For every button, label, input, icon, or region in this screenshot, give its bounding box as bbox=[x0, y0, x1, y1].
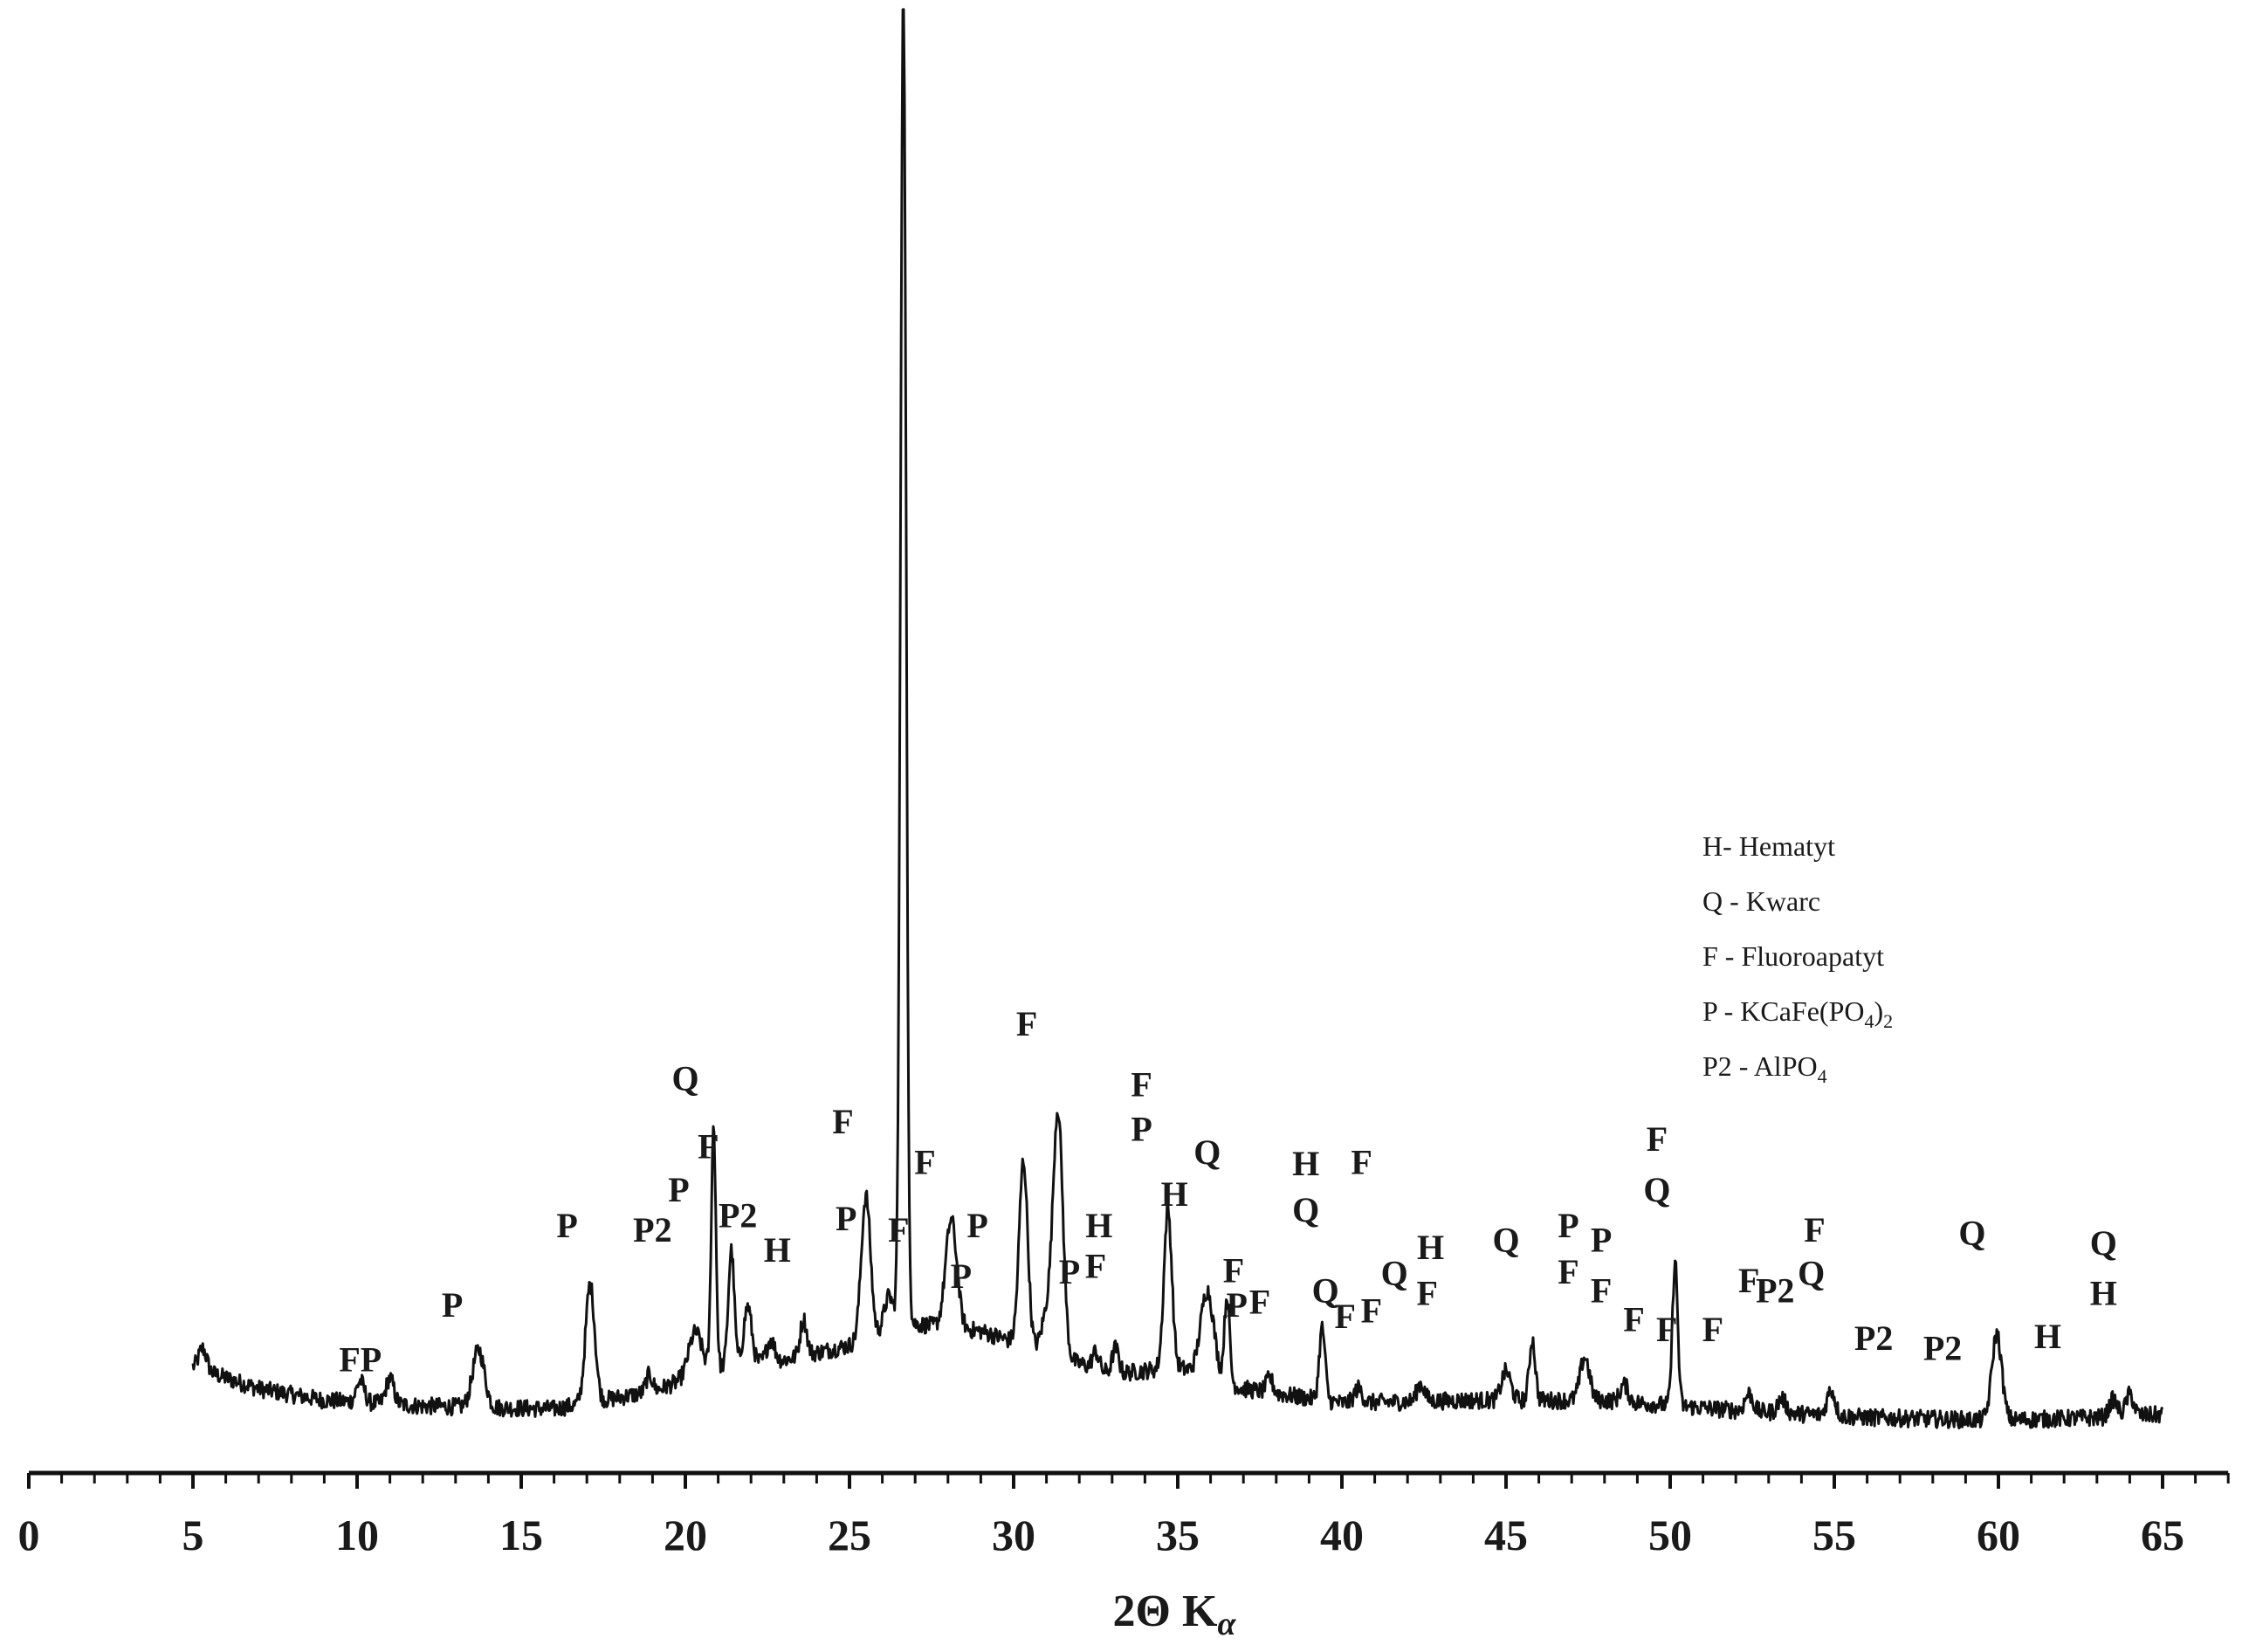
legend-entry: F - Fluoroapatyt bbox=[1702, 940, 1884, 972]
peak-label: F bbox=[832, 1102, 853, 1141]
legend: H- Hematyt Q - Kwarc F - Fluoroapatyt P - K… bbox=[1702, 830, 1893, 1087]
peak-annotations: QFPPPP2PQFP2HFPFFPPFPHFFPHQFPFHQFQFFQHFQ… bbox=[339, 1004, 2117, 1380]
peak-label: P bbox=[1558, 1206, 1578, 1245]
peak-label: Q bbox=[1193, 1132, 1221, 1172]
x-tick-label: 0 bbox=[18, 1511, 40, 1559]
peak-label: P2 bbox=[1854, 1318, 1893, 1358]
peak-label: F bbox=[1591, 1270, 1612, 1310]
peak-label: F bbox=[1656, 1310, 1677, 1349]
peak-label: F bbox=[1417, 1274, 1438, 1313]
peak-label: P2 bbox=[1923, 1328, 1962, 1367]
peak-label: F bbox=[1702, 1310, 1723, 1349]
peak-label: H bbox=[1161, 1174, 1188, 1214]
diffraction-pattern bbox=[191, 8, 2164, 1430]
peak-label: Q bbox=[671, 1059, 698, 1098]
legend-entry: P - KCaFe(PO4)2 bbox=[1702, 995, 1893, 1032]
peak-label: Q bbox=[1492, 1221, 1519, 1260]
peak-label: Q bbox=[1958, 1213, 1985, 1252]
peak-label: F bbox=[1738, 1261, 1759, 1300]
x-axis: 0 5 10 15 20 25 30 35 40 45 50 55 60 65 bbox=[18, 1470, 2230, 1559]
peak-label: Q bbox=[1312, 1270, 1339, 1310]
peak-label: P bbox=[556, 1206, 577, 1245]
peak-label: F bbox=[1131, 1064, 1152, 1104]
peak-label: F bbox=[914, 1142, 935, 1181]
peak-label: Q bbox=[1292, 1190, 1319, 1229]
peak-label: P bbox=[442, 1285, 463, 1325]
peak-label: F bbox=[1558, 1252, 1578, 1291]
x-tick-label: 65 bbox=[2141, 1511, 2184, 1559]
peak-label: Q bbox=[2090, 1223, 2117, 1263]
legend-entry: H- Hematyt bbox=[1702, 830, 1835, 862]
x-tick-label: 55 bbox=[1812, 1511, 1856, 1559]
peak-label: P bbox=[966, 1206, 987, 1245]
peak-label: Q bbox=[1798, 1254, 1825, 1293]
peak-label: P bbox=[951, 1256, 972, 1296]
x-tick-label: 40 bbox=[1320, 1511, 1364, 1559]
x-tick-label: 20 bbox=[664, 1511, 707, 1559]
x-tick-label: 35 bbox=[1156, 1511, 1200, 1559]
peak-label: P bbox=[836, 1199, 856, 1238]
xrd-series-line bbox=[191, 8, 2164, 1430]
peak-label: P bbox=[1226, 1285, 1247, 1325]
peak-label: H bbox=[2090, 1274, 2117, 1313]
peak-label: P2 bbox=[1756, 1270, 1794, 1310]
peak-label: F bbox=[1016, 1004, 1037, 1043]
peak-label: P2 bbox=[719, 1196, 757, 1236]
peak-label: F bbox=[698, 1126, 719, 1166]
peak-label: F bbox=[1085, 1246, 1106, 1285]
peak-label: F bbox=[1249, 1283, 1270, 1322]
peak-label: F bbox=[1804, 1210, 1825, 1249]
x-tick-label: 45 bbox=[1484, 1511, 1528, 1559]
x-axis-title: 2Θ Kα bbox=[1113, 1587, 1237, 1642]
peak-label: Q bbox=[1643, 1170, 1670, 1209]
peak-label: F bbox=[1335, 1297, 1356, 1336]
peak-label: F bbox=[1223, 1250, 1244, 1290]
peak-label: F bbox=[1361, 1291, 1382, 1331]
x-tick-label: 15 bbox=[499, 1511, 543, 1559]
peak-label: F bbox=[1647, 1119, 1668, 1159]
peak-label: H bbox=[764, 1230, 791, 1270]
peak-label: FP bbox=[339, 1340, 382, 1380]
peak-label: P bbox=[668, 1170, 689, 1209]
peak-label: Q bbox=[1381, 1254, 1408, 1293]
peak-label: F bbox=[1623, 1299, 1644, 1339]
legend-entry: P2 - AlPO4 bbox=[1702, 1050, 1827, 1087]
legend-entry: Q - Kwarc bbox=[1702, 885, 1820, 917]
peak-label: H bbox=[1292, 1144, 1319, 1183]
peak-label: H bbox=[2034, 1317, 2061, 1356]
x-tick-label: 50 bbox=[1648, 1511, 1692, 1559]
peak-label: P bbox=[1059, 1252, 1080, 1291]
peak-label: F bbox=[1351, 1142, 1372, 1181]
x-tick-label: 30 bbox=[992, 1511, 1035, 1559]
peak-label: P bbox=[1131, 1109, 1152, 1148]
x-tick-label: 25 bbox=[828, 1511, 871, 1559]
peak-label: H bbox=[1417, 1228, 1444, 1267]
peak-label: P2 bbox=[633, 1210, 671, 1249]
peak-label: H bbox=[1085, 1206, 1112, 1245]
x-tick-label: 5 bbox=[182, 1511, 204, 1559]
x-tick-label: 60 bbox=[1977, 1511, 2020, 1559]
peak-label: F bbox=[888, 1210, 909, 1249]
x-tick-label: 10 bbox=[335, 1511, 379, 1559]
peak-label: P bbox=[1591, 1221, 1612, 1260]
